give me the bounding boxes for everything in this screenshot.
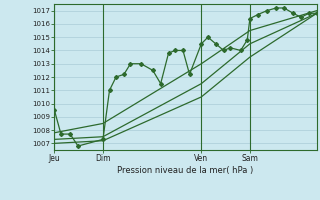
X-axis label: Pression niveau de la mer( hPa ): Pression niveau de la mer( hPa ) [117,166,254,175]
